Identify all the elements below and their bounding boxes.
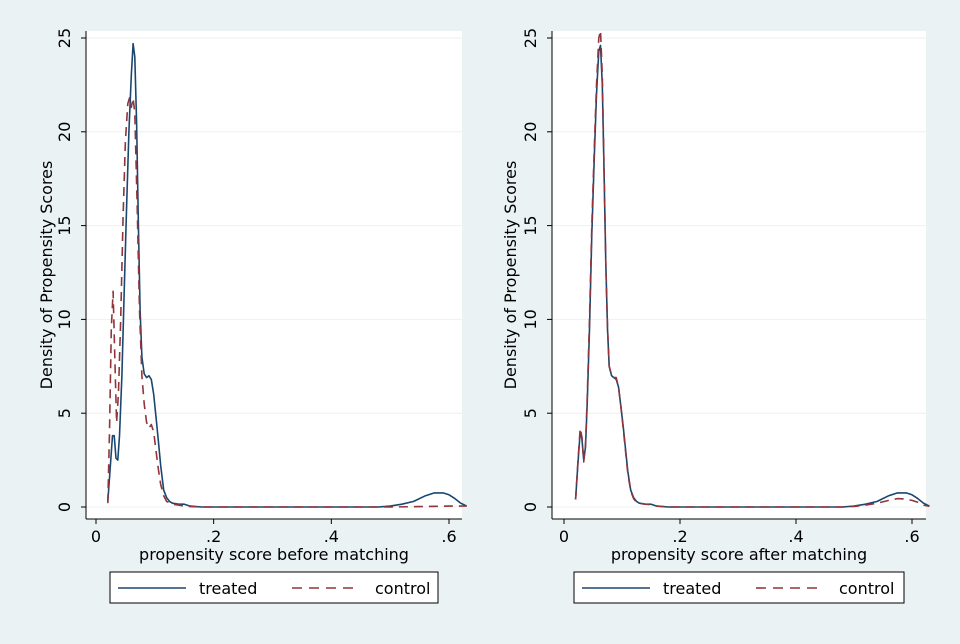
y-tick-label: 0 [55, 502, 74, 512]
y-ticks: 0 5 10 15 20 25 [521, 28, 552, 512]
x-tick-label: .6 [441, 527, 456, 546]
legend-label-treated: treated [199, 579, 257, 598]
gridlines [86, 37, 462, 508]
plot-area [552, 31, 926, 519]
x-tick-label: .4 [324, 527, 339, 546]
y-tick-label: 5 [55, 408, 74, 418]
x-tick-label: .2 [672, 527, 687, 546]
legend-label-control: control [839, 579, 894, 598]
y-axis-label: Density of Propensity Scores [501, 161, 520, 390]
y-tick-label: 20 [521, 122, 540, 142]
x-axis-label: propensity score before matching [139, 545, 409, 564]
y-axis-label: Density of Propensity Scores [37, 161, 56, 390]
x-tick-label: 0 [91, 527, 101, 546]
legend-label-treated: treated [663, 579, 721, 598]
y-tick-label: 10 [55, 309, 74, 329]
y-tick-label: 15 [521, 215, 540, 235]
x-ticks: 0 .2 .4 .6 [91, 519, 457, 546]
series-line-treated [107, 42, 468, 508]
x-tick-label: .4 [788, 527, 803, 546]
y-tick-label: 15 [55, 215, 74, 235]
y-tick-label: 20 [55, 122, 74, 142]
y-ticks: 0 5 10 15 20 25 [55, 28, 86, 512]
plot-area [86, 31, 462, 519]
legend: treated control [573, 571, 905, 604]
y-tick-label: 25 [55, 28, 74, 48]
x-tick-label: 0 [559, 527, 569, 546]
y-tick-label: 25 [521, 28, 540, 48]
legend-box [109, 571, 439, 604]
x-tick-label: .2 [206, 527, 221, 546]
x-ticks: 0 .2 .4 .6 [559, 519, 920, 546]
gridlines [552, 37, 926, 508]
series-line-control [107, 97, 467, 508]
left-panel: 0 5 10 15 20 25 0 .2 .4 .6 Density of Propensity… [37, 28, 468, 604]
series-lines [107, 42, 468, 508]
series-lines [574, 29, 930, 508]
series-line-control [574, 29, 930, 508]
y-tick-label: 0 [521, 502, 540, 512]
x-tick-label: .6 [904, 527, 919, 546]
y-tick-label: 10 [521, 309, 540, 329]
legend-label-control: control [375, 579, 430, 598]
right-panel: 0 5 10 15 20 25 0 .2 .4 .6 Density of Propensity… [501, 28, 930, 604]
y-tick-label: 5 [521, 408, 540, 418]
x-axis-label: propensity score after matching [611, 545, 867, 564]
legend: treated control [109, 571, 439, 604]
